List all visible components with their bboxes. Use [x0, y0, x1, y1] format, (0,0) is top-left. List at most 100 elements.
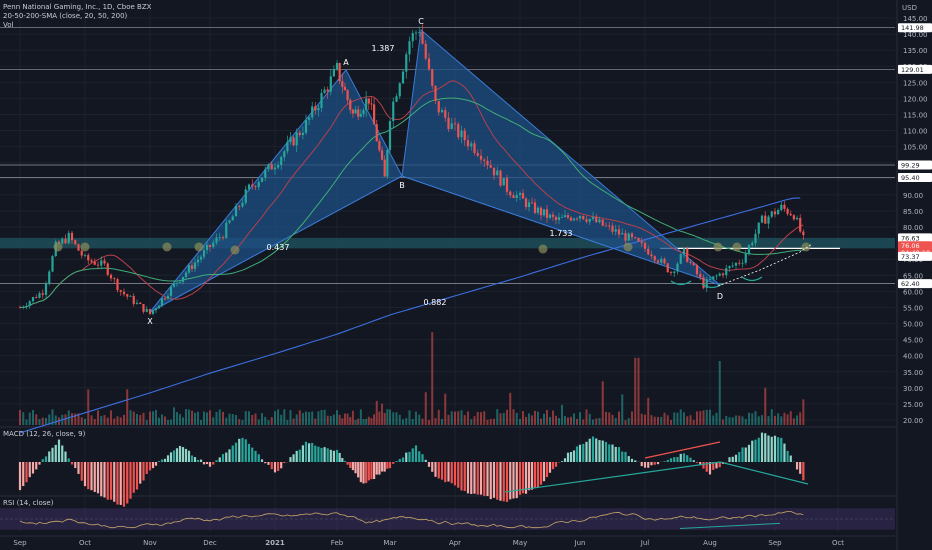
candle-body — [617, 229, 621, 235]
macd-histogram-bar — [202, 462, 206, 465]
candle-body — [715, 275, 718, 277]
zone-touch-marker — [162, 242, 172, 252]
time-axis: Sep Oct Nov Dec 2021 Feb Mar Apr May Jun Jul Aug Sep… — [0, 535, 895, 547]
macd-histogram-bar — [280, 462, 283, 469]
macd-histogram-bar — [676, 456, 679, 462]
moving-averages — [19, 80, 804, 434]
candle-body — [447, 117, 450, 129]
candle-body — [234, 205, 238, 217]
macd-histogram-bar — [518, 462, 522, 495]
volume-bar — [375, 400, 378, 425]
volume-bar — [738, 415, 741, 425]
volume-bar — [362, 418, 365, 425]
volume-bar — [277, 409, 280, 425]
volume-bar — [470, 419, 473, 425]
volume-bar — [51, 409, 54, 425]
volume-bar — [167, 419, 169, 425]
time-axis-tick: Jul — [640, 539, 650, 547]
volume-bar — [341, 418, 344, 425]
volume-bar — [493, 418, 495, 425]
volume-bar — [274, 411, 276, 425]
volume-bar — [712, 415, 715, 425]
macd-divergence-line — [644, 441, 721, 459]
candle-body — [231, 216, 234, 221]
candle-body — [509, 191, 512, 196]
volume-bar — [757, 416, 760, 425]
candle-body — [64, 238, 67, 244]
price-tag-label: 76.63 — [901, 234, 920, 242]
volume-bar — [473, 416, 476, 425]
candle-body — [190, 265, 194, 269]
volume-bar — [218, 409, 221, 425]
macd-histogram-bar — [560, 461, 564, 462]
candle-body — [686, 248, 689, 263]
macd-histogram-bar — [708, 462, 712, 475]
candle-body — [90, 260, 93, 262]
fib-ratio-label: 0.882 — [424, 298, 447, 307]
candle-body — [802, 231, 805, 236]
volume-bar — [19, 409, 21, 425]
candle-body — [154, 308, 158, 311]
volume-bar — [735, 415, 737, 425]
sma-legend[interactable]: 20-50-200-SMA (close, 20, 50, 200) — [3, 12, 128, 20]
macd-histogram-bar — [380, 462, 384, 472]
macd-histogram-bar — [650, 462, 653, 466]
macd-histogram-bar — [113, 462, 116, 502]
candle-body — [434, 85, 437, 101]
time-axis-tick: 2021 — [265, 539, 285, 547]
candle-body — [728, 266, 731, 269]
candle-body — [260, 177, 264, 182]
volume-legend[interactable]: Vol — [3, 21, 14, 29]
price-tag-box — [898, 23, 932, 33]
volume-bar — [332, 414, 335, 425]
candle-body — [301, 132, 304, 136]
candle-body — [215, 237, 218, 243]
macd-histogram-bar — [757, 437, 760, 462]
candle-body — [199, 256, 203, 260]
price-axis-tick: 115.00 — [903, 111, 928, 119]
volume-bar — [292, 418, 295, 425]
macd-histogram-bar — [588, 438, 591, 462]
macd-legend[interactable]: MACD (12, 26, close, 9) — [3, 430, 86, 438]
candle-body — [604, 225, 608, 227]
macd-histogram-bar — [601, 440, 604, 462]
pattern-triangle-bcd — [401, 29, 721, 286]
candle-body — [264, 169, 267, 178]
macd-histogram-bar — [362, 462, 365, 484]
candle-body — [588, 218, 591, 222]
candle-body — [175, 282, 179, 284]
rsi-legend[interactable]: RSI (14, close) — [3, 499, 54, 507]
volume-bar — [301, 413, 304, 425]
time-axis-tick: Aug — [703, 539, 717, 547]
volume-bar — [408, 410, 411, 425]
macd-histogram-bar — [695, 462, 699, 463]
volume-bar — [670, 419, 672, 425]
macd-histogram-bar — [199, 459, 203, 462]
volume-bar — [509, 392, 512, 425]
macd-histogram-bar — [51, 447, 54, 462]
candle-body — [666, 263, 669, 273]
macd-histogram-bar — [492, 462, 496, 498]
candle-body — [67, 232, 70, 244]
candle-body — [551, 214, 555, 217]
candle-body — [679, 254, 682, 264]
macd-histogram-bar — [754, 439, 757, 462]
volume-bar — [152, 411, 154, 425]
pattern-point-label-c: C — [418, 17, 424, 26]
macd-histogram-bar — [317, 446, 320, 462]
zone-touch-marker — [194, 242, 204, 252]
macd-histogram-bar — [747, 444, 751, 462]
volume-bar — [45, 418, 47, 425]
volume-bar — [261, 413, 263, 425]
macd-histogram-bar — [682, 453, 686, 462]
volume-bar — [611, 414, 614, 425]
macd-histogram-bar — [502, 462, 505, 502]
candle-body — [208, 244, 212, 247]
price-axis-tick: 85.00 — [903, 208, 923, 216]
volume-bar — [744, 418, 747, 425]
macd-histogram-bar — [418, 451, 421, 462]
candle-body — [228, 220, 231, 223]
volume-bar — [525, 416, 527, 425]
